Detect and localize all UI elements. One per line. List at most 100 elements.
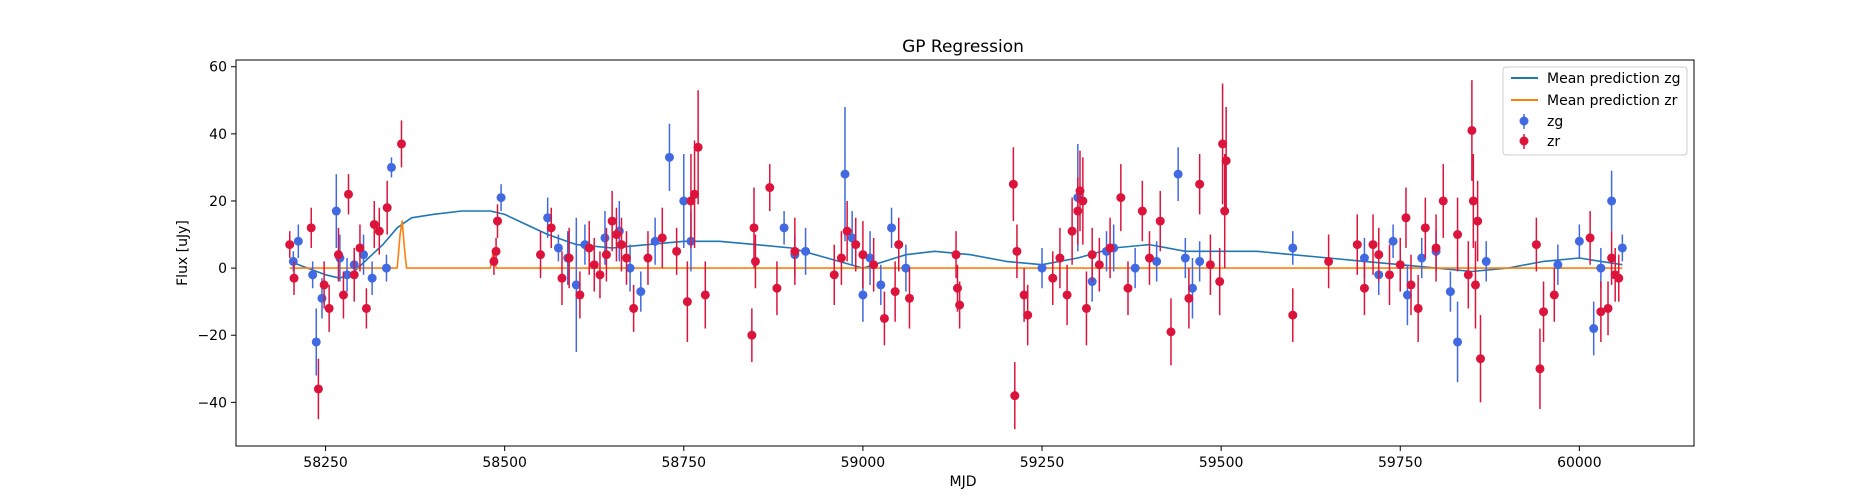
data-point-zr xyxy=(397,139,407,149)
data-point-zr xyxy=(289,273,299,283)
data-point-zg xyxy=(293,236,303,246)
data-point-zg xyxy=(308,270,318,280)
data-point-zr xyxy=(1324,256,1334,266)
data-point-zr xyxy=(772,283,782,293)
data-point-zg xyxy=(1037,263,1047,273)
data-point-zr xyxy=(1359,283,1369,293)
data-point-zr xyxy=(690,189,700,199)
data-point-zr xyxy=(333,250,343,260)
data-point-zg xyxy=(636,287,646,297)
data-point-zg xyxy=(496,193,506,203)
data-point-zg xyxy=(1617,243,1627,253)
y-tick-label: −20 xyxy=(197,328,227,344)
data-point-zr xyxy=(319,280,329,290)
data-point-zr xyxy=(313,384,323,394)
data-point-zr xyxy=(1067,226,1077,236)
data-point-zg xyxy=(901,263,911,273)
data-point-zg xyxy=(367,273,377,283)
data-point-zr xyxy=(1221,156,1231,166)
data-point-zr xyxy=(879,313,889,323)
data-point-zr xyxy=(1596,307,1606,317)
axis-ticks: 58250 58500 58750 59000 59250 59500 59750 60000… xyxy=(197,60,1601,471)
legend-marker-zr xyxy=(1519,136,1529,146)
data-point-zg xyxy=(381,263,391,273)
data-point-zr xyxy=(1413,303,1423,313)
data-point-zr xyxy=(1081,303,1091,313)
data-point-zg xyxy=(679,196,689,206)
data-point-zr xyxy=(1585,233,1595,243)
data-point-zr xyxy=(951,250,961,260)
data-point-zr xyxy=(1116,193,1126,203)
data-point-zr xyxy=(790,246,800,256)
data-point-zr xyxy=(1008,179,1018,189)
data-point-zr xyxy=(952,283,962,293)
data-point-zr xyxy=(829,270,839,280)
data-point-zg xyxy=(625,263,635,273)
data-point-zg xyxy=(779,223,789,233)
data-point-zr xyxy=(1468,196,1478,206)
data-point-zg xyxy=(1589,324,1599,334)
data-point-zr xyxy=(1535,364,1545,374)
data-point-zr xyxy=(1048,273,1058,283)
data-point-zr xyxy=(1431,243,1441,253)
data-point-zg xyxy=(571,280,581,290)
data-point-zg xyxy=(858,290,868,300)
data-point-zg xyxy=(1359,253,1369,263)
data-point-zg xyxy=(1152,256,1162,266)
axes-frame xyxy=(235,59,1695,447)
data-point-zr xyxy=(361,303,371,313)
data-point-zr xyxy=(611,230,621,240)
data-point-zg xyxy=(1388,236,1398,246)
legend-label-zr-line: Mean prediction zr xyxy=(1547,93,1678,109)
data-point-zg xyxy=(1607,196,1617,206)
data-point-zr xyxy=(324,303,334,313)
data-point-zr xyxy=(894,240,904,250)
x-tick-label: 58500 xyxy=(482,455,527,471)
data-point-zr xyxy=(1155,216,1165,226)
data-point-zr xyxy=(749,223,759,233)
legend-box xyxy=(1502,66,1688,156)
data-point-zr xyxy=(616,240,626,250)
data-point-zr xyxy=(1607,253,1617,263)
data-point-zg xyxy=(1195,256,1205,266)
data-point-zr xyxy=(491,246,501,256)
data-point-zr xyxy=(343,189,353,199)
data-point-zr xyxy=(682,297,692,307)
data-point-zr xyxy=(1614,273,1624,283)
y-tick-label: −40 xyxy=(197,395,227,411)
data-point-zr xyxy=(306,223,316,233)
data-point-zr xyxy=(1073,206,1083,216)
data-point-zr xyxy=(575,290,585,300)
data-point-zr xyxy=(1019,290,1029,300)
data-point-zr xyxy=(629,303,639,313)
data-point-zr xyxy=(1539,307,1549,317)
legend-marker-zg xyxy=(1519,116,1529,126)
data-point-zg xyxy=(1445,287,1455,297)
data-point-zr xyxy=(904,293,914,303)
data-point-zg xyxy=(1288,243,1298,253)
data-point-zr xyxy=(657,233,667,243)
data-point-zr xyxy=(842,226,852,236)
data-point-zr xyxy=(643,253,653,263)
data-point-zr xyxy=(836,253,846,263)
data-point-zr xyxy=(349,270,359,280)
data-point-zr xyxy=(1406,280,1416,290)
data-point-zr xyxy=(1438,196,1448,206)
x-tick-label: 59000 xyxy=(841,455,886,471)
data-point-zr xyxy=(858,250,868,260)
data-point-zr xyxy=(1205,260,1215,270)
data-point-zr xyxy=(1123,283,1133,293)
data-point-zg xyxy=(840,169,850,179)
data-point-zr xyxy=(1374,250,1384,260)
data-point-zr xyxy=(1453,230,1463,240)
data-point-zr xyxy=(489,256,499,266)
data-point-zg xyxy=(801,246,811,256)
data-point-zr xyxy=(1467,125,1477,135)
data-point-zg xyxy=(1596,263,1606,273)
data-point-zr xyxy=(1220,206,1230,216)
data-point-zr xyxy=(589,260,599,270)
data-point-zr xyxy=(1087,250,1097,260)
data-point-zg xyxy=(876,280,886,290)
data-point-zr xyxy=(601,250,611,260)
